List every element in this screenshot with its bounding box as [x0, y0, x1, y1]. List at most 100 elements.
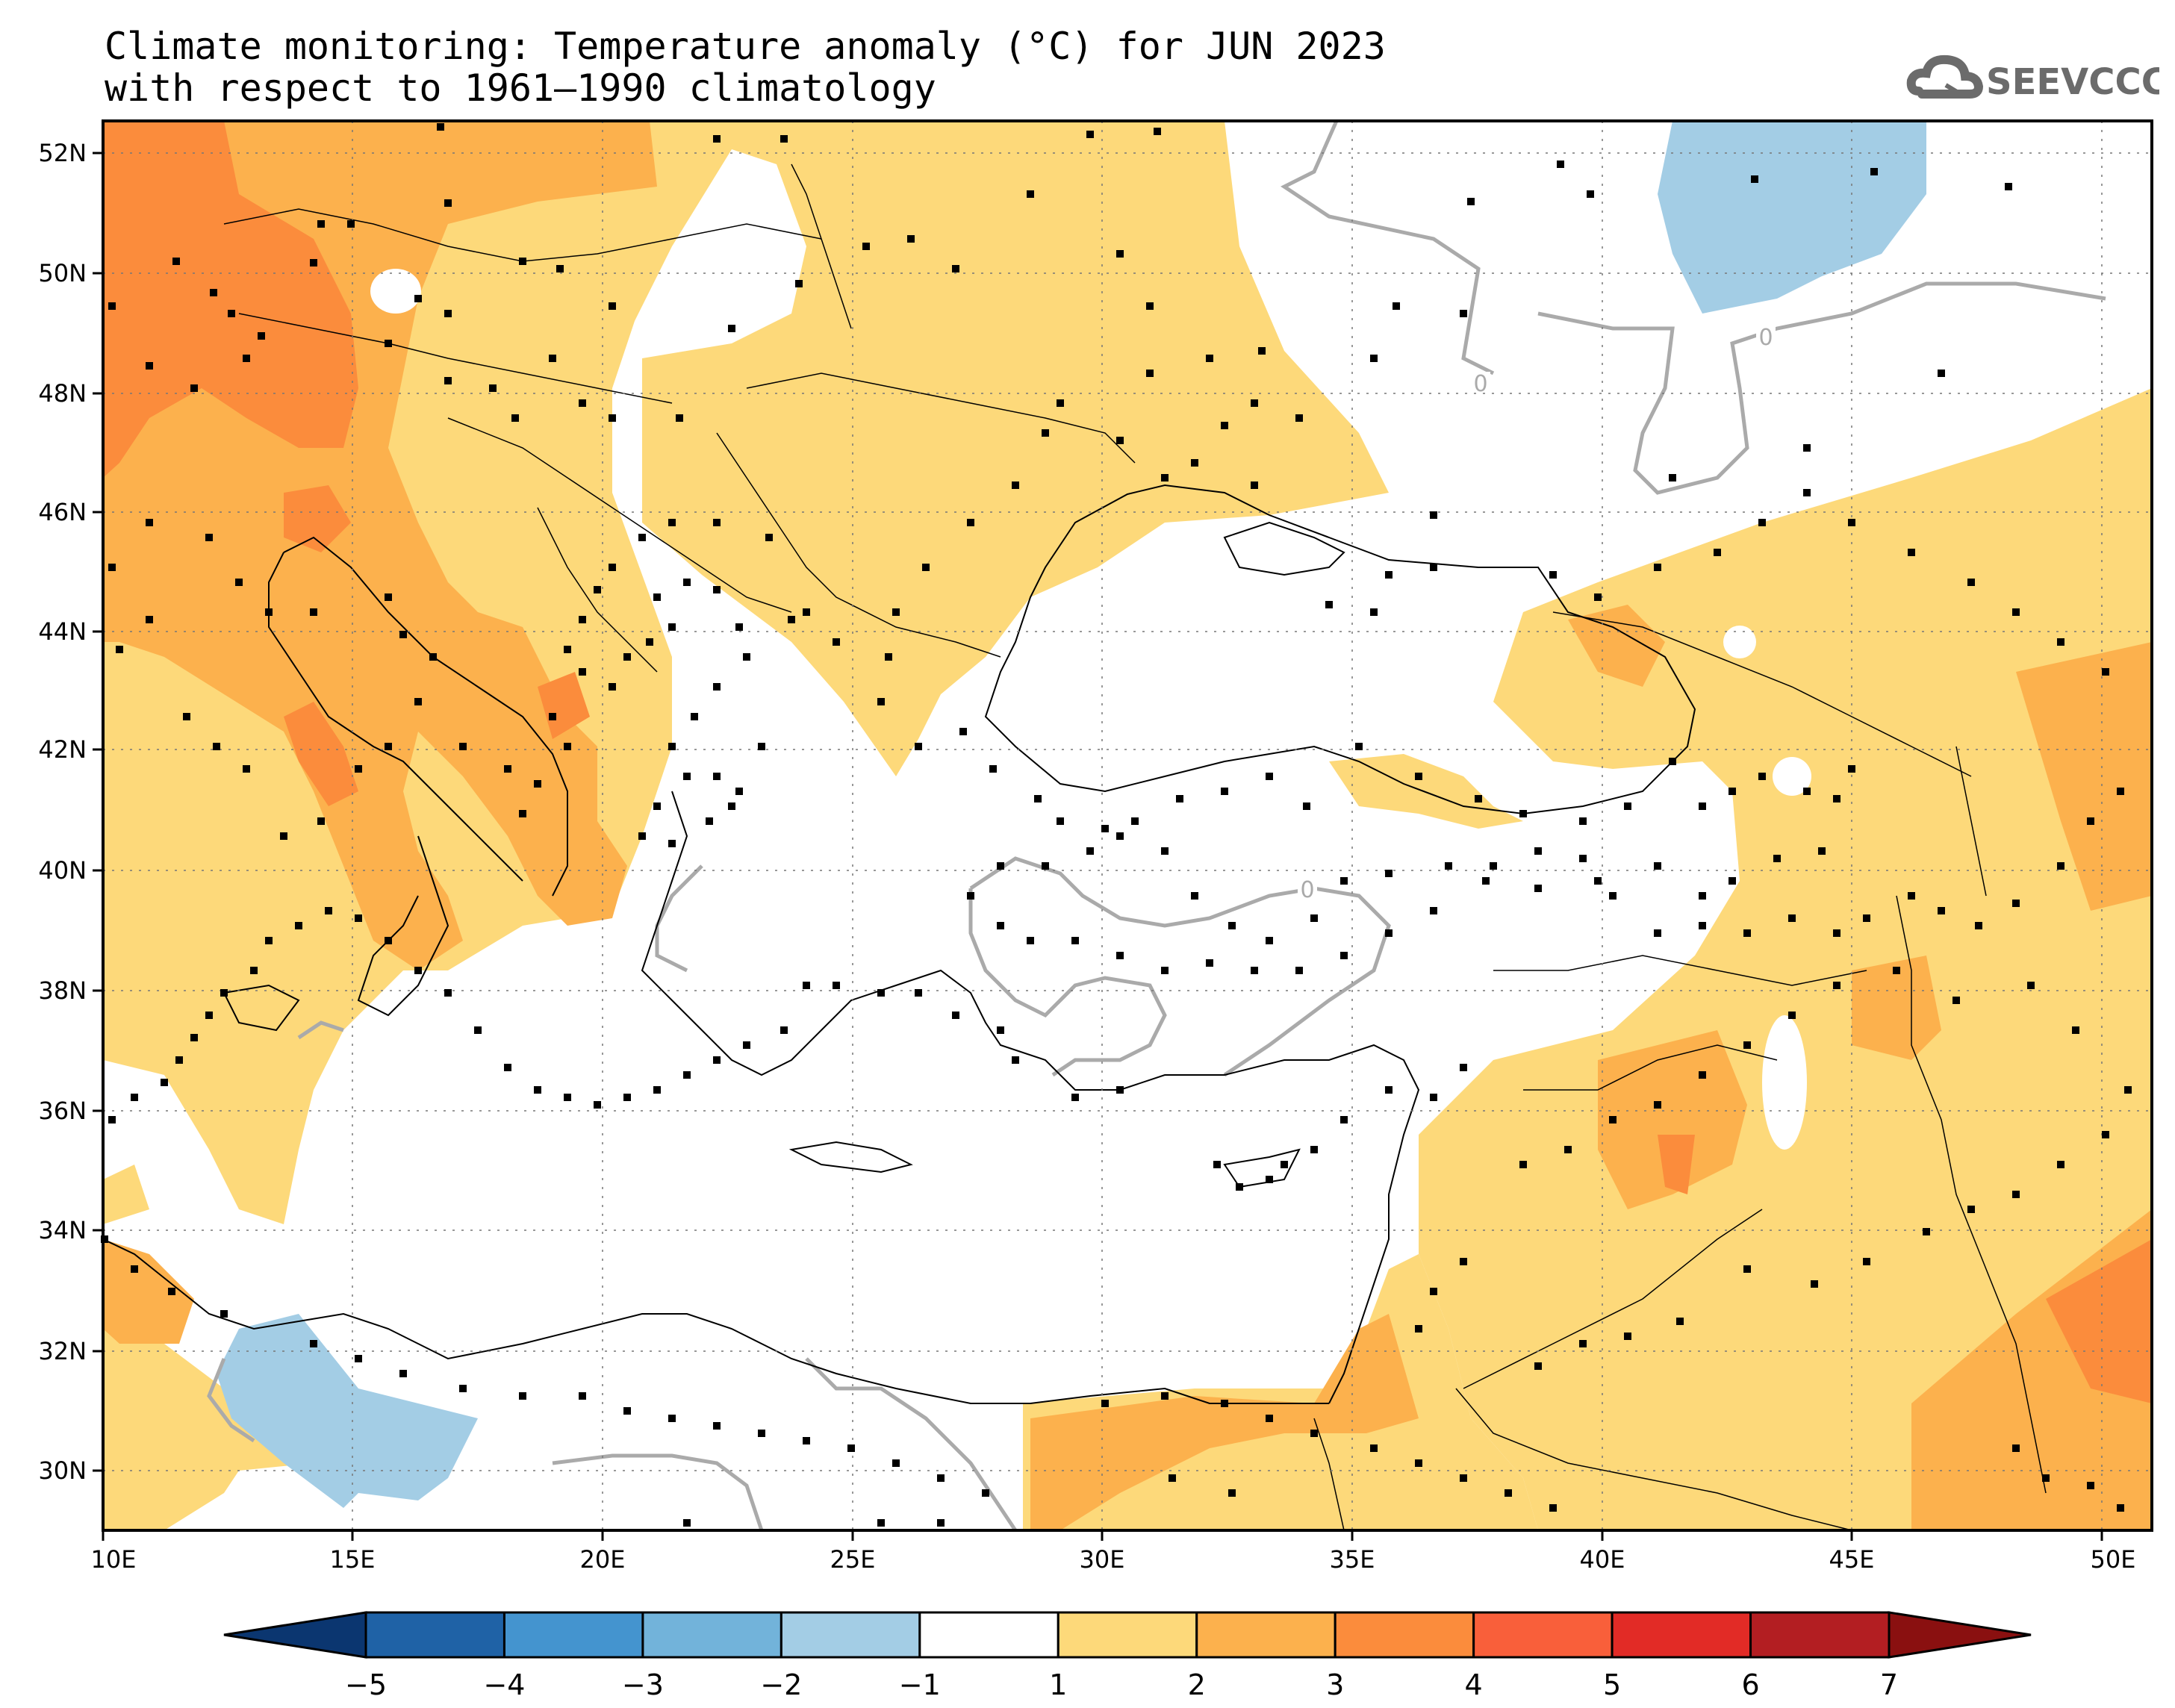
station-marker: [713, 135, 721, 143]
station-marker: [713, 586, 721, 593]
station-marker: [564, 1094, 571, 1101]
station-marker: [504, 1064, 511, 1071]
station-marker: [1594, 877, 1602, 885]
anomaly-region-1to2-turkey-coast: [1329, 754, 1523, 829]
station-marker: [922, 564, 930, 571]
station-marker: [2012, 1444, 2020, 1452]
station-marker: [967, 519, 974, 526]
country-borders: [223, 163, 2047, 1530]
station-marker: [1027, 190, 1034, 198]
station-marker: [967, 892, 974, 900]
colorbar-label: −4: [483, 1668, 525, 1701]
station-marker: [668, 840, 676, 847]
axis-tick-marks: [93, 152, 2103, 1541]
station-marker: [1116, 250, 1124, 258]
station-marker: [713, 1422, 721, 1430]
station-marker: [1385, 870, 1393, 877]
station-marker: [2087, 817, 2094, 825]
colorbar-low-arrow: [223, 1611, 367, 1659]
black-sea-coast: [984, 484, 1696, 815]
station-marker: [146, 519, 153, 526]
anomaly-hole: [1773, 757, 1811, 796]
gridlines: [103, 121, 2152, 1530]
anomaly-hole: [1723, 626, 1756, 658]
anomaly-region-2to3-iraq: [1852, 956, 1941, 1060]
station-marker: [2124, 1086, 2132, 1094]
station-marker: [847, 1444, 855, 1452]
station-marker: [1310, 914, 1318, 922]
station-marker: [1430, 1288, 1437, 1295]
station-marker: [444, 989, 452, 997]
station-marker: [1699, 892, 1706, 900]
station-marker: [1609, 892, 1617, 900]
station-marker: [803, 608, 810, 616]
station-marker: [2057, 1161, 2064, 1168]
station-marker: [385, 593, 392, 601]
station-marker: [1213, 1161, 1221, 1168]
station-marker: [564, 743, 571, 750]
station-marker: [1086, 131, 1094, 138]
station-marker: [1654, 862, 1661, 870]
station-marker: [1116, 832, 1124, 840]
station-marker: [172, 258, 180, 265]
station-marker: [1430, 564, 1437, 571]
station-marker: [743, 1041, 750, 1049]
station-marker: [235, 579, 243, 586]
cloud-icon: [1906, 54, 1984, 99]
station-marker: [1146, 302, 1154, 310]
station-marker: [713, 519, 721, 526]
logo-text: SEEVCCC: [1986, 61, 2159, 103]
station-marker: [1303, 802, 1310, 810]
station-marker: [1467, 198, 1475, 205]
station-marker: [1012, 1056, 1019, 1064]
station-marker: [713, 773, 721, 780]
station-marker: [1699, 922, 1706, 929]
lat-label: 42N: [38, 735, 87, 764]
station-marker: [1549, 571, 1557, 579]
station-marker: [1893, 967, 1900, 974]
station-marker: [1594, 593, 1602, 601]
colorbar-label: 3: [1326, 1668, 1344, 1701]
station-marker: [2102, 1131, 2109, 1138]
station-marker: [989, 765, 997, 773]
station-marker: [579, 399, 586, 407]
station-marker: [265, 937, 273, 944]
station-marker: [1751, 175, 1758, 183]
anomaly-region-3to4-italy: [284, 702, 358, 806]
anomaly-region-neg1to2-libya: [217, 1314, 478, 1508]
station-marker: [1460, 1064, 1467, 1071]
station-marker: [1833, 982, 1840, 989]
station-marker: [108, 1116, 116, 1123]
station-marker: [877, 989, 885, 997]
station-marker: [1460, 1474, 1467, 1482]
station-marker: [1266, 1415, 1273, 1422]
colorbar-cell: [780, 1611, 921, 1659]
anomaly-region-3to4-alps: [103, 121, 358, 478]
station-marker: [1579, 817, 1587, 825]
station-marker: [1258, 347, 1266, 355]
station-marker: [862, 243, 870, 250]
station-marker: [1385, 929, 1393, 937]
lon-label: 45E: [1829, 1545, 1875, 1574]
contour-label: 0: [1473, 371, 1487, 397]
station-marker: [691, 713, 698, 720]
station-marker: [146, 362, 153, 370]
lat-label: 32N: [38, 1337, 87, 1365]
station-marker: [579, 1392, 586, 1400]
station-marker: [1370, 355, 1378, 362]
station-marker: [444, 377, 452, 384]
station-marker: [1758, 519, 1766, 526]
sicily: [223, 984, 300, 1032]
station-marker: [1027, 937, 1034, 944]
station-marker: [265, 608, 273, 616]
station-marker: [1758, 773, 1766, 780]
station-marker: [1743, 1041, 1751, 1049]
colorbar-label: 2: [1188, 1668, 1206, 1701]
colorbar-cell: [364, 1611, 505, 1659]
station-marker: [1564, 1146, 1572, 1153]
colorbar-label: 4: [1465, 1668, 1483, 1701]
station-marker: [1833, 929, 1840, 937]
station-marker: [325, 907, 332, 914]
station-marker: [1146, 370, 1154, 377]
